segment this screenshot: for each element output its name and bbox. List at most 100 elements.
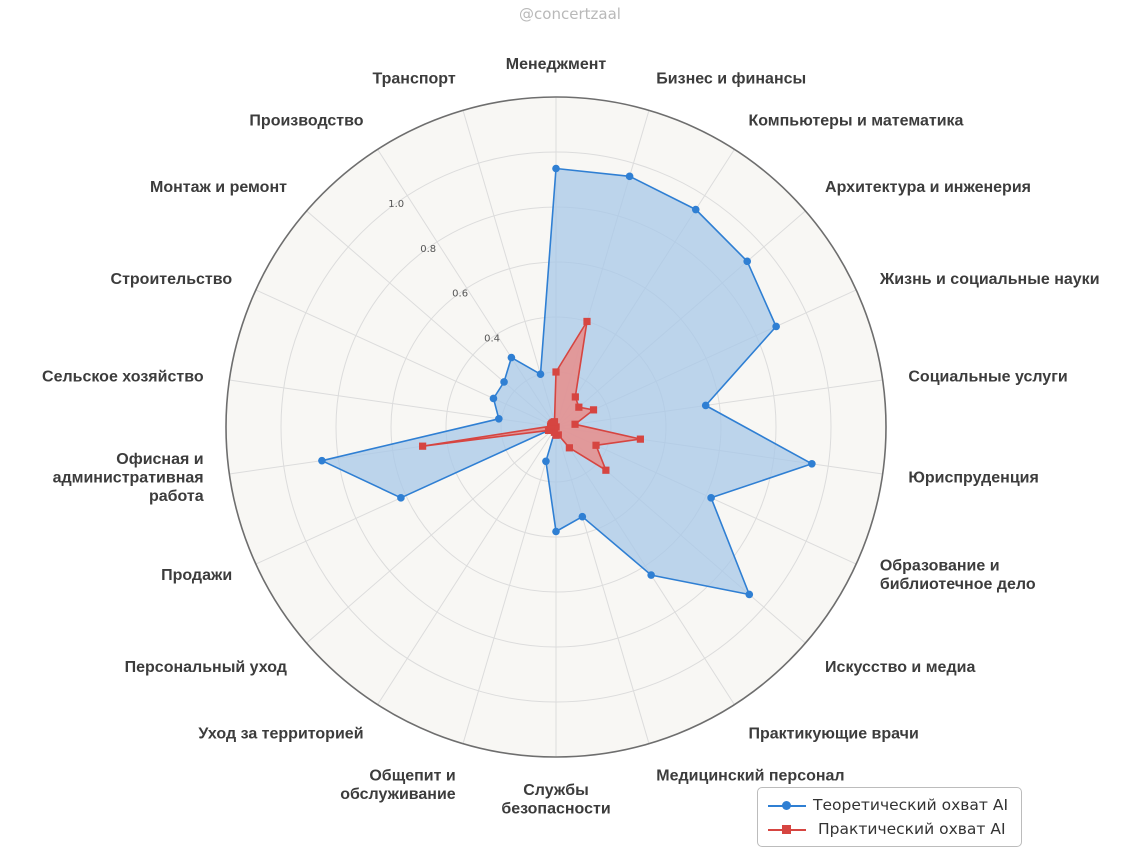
data-point	[397, 494, 405, 502]
data-point	[745, 590, 754, 599]
grid-spoke	[306, 426, 557, 644]
data-point	[550, 418, 559, 426]
category-label-line: Общепит и	[369, 768, 455, 785]
data-point	[602, 466, 610, 474]
legend-item-practical: Практический охват AI	[758, 819, 1021, 841]
grid-spoke	[377, 426, 557, 705]
category-label: Производство	[249, 113, 363, 130]
category-label-line: безопасности	[501, 801, 610, 818]
data-point	[707, 494, 715, 502]
category-label: Социальные услуги	[908, 368, 1067, 385]
category-label: Компьютеры и математика	[748, 113, 963, 130]
category-label-line: Архитектура и инженерия	[825, 179, 1031, 196]
data-point	[318, 456, 326, 465]
category-label: Медицинский персонал	[656, 768, 844, 785]
category-label-line: Персональный уход	[125, 659, 287, 676]
legend: Теоретический охват AI Практический охва…	[757, 787, 1022, 847]
category-label-line: Монтаж и ремонт	[150, 179, 287, 196]
data-point	[419, 442, 427, 450]
category-label-line: Службы	[523, 782, 589, 799]
data-point	[701, 401, 710, 410]
category-label: Искусство и медиа	[825, 659, 975, 676]
category-label: Образование и библиотечное дело	[880, 558, 1036, 594]
data-point	[575, 403, 583, 411]
category-label-line: библиотечное дело	[880, 576, 1036, 593]
data-point	[500, 378, 508, 386]
category-label-line: обслуживание	[340, 786, 456, 803]
data-point	[647, 571, 655, 579]
category-label-line: административная	[53, 470, 204, 487]
category-label-line: Транспорт	[372, 70, 455, 87]
category-label-line: Производство	[249, 113, 363, 130]
data-point	[571, 420, 579, 428]
data-point	[571, 393, 579, 401]
radial-tick-label: 1.0	[388, 199, 404, 210]
category-label-line: Сельское хозяйство	[42, 368, 204, 385]
category-label: Архитектура и инженерия	[825, 179, 1031, 196]
category-label-line: Искусство и медиа	[825, 659, 975, 676]
category-label: Уход за территорией	[198, 725, 363, 742]
category-label: Продажи	[161, 567, 232, 584]
category-label: Монтаж и ремонт	[150, 179, 287, 196]
category-label-line: Образование и	[880, 558, 1000, 575]
data-point	[636, 435, 644, 443]
radial-tick-label: 0.4	[484, 333, 500, 344]
category-label-line: Медицинский персонал	[656, 768, 844, 785]
category-label-line: Бизнес и финансы	[656, 70, 806, 87]
data-point	[772, 322, 780, 331]
data-point	[592, 441, 600, 449]
legend-item-theoretical: Теоретический охват AI	[758, 795, 1021, 817]
radial-tick-label: 0.8	[420, 244, 436, 255]
data-point	[808, 459, 816, 468]
category-label: Строительство	[111, 271, 233, 288]
data-point	[691, 205, 700, 214]
data-point	[565, 444, 573, 452]
data-point	[552, 164, 560, 173]
radial-tick-label: 0.6	[452, 289, 468, 300]
category-label-line: Практикующие врачи	[748, 725, 918, 742]
category-label: Бизнес и финансы	[656, 70, 806, 87]
data-point	[544, 426, 553, 435]
data-point	[536, 370, 545, 379]
circle-marker-icon	[782, 801, 791, 810]
category-label: Жизнь и социальные науки	[879, 271, 1100, 288]
category-label: Службы безопасности	[501, 782, 610, 818]
data-point	[552, 368, 560, 376]
data-point	[552, 423, 560, 431]
data-point	[578, 512, 587, 521]
category-label: Персональный уход	[125, 659, 287, 676]
data-point	[552, 527, 560, 536]
plot-border	[225, 96, 887, 758]
square-marker-icon	[782, 825, 791, 834]
category-label-line: Социальные услуги	[908, 368, 1067, 385]
category-label-line: работа	[149, 488, 204, 505]
data-point	[625, 172, 634, 181]
grid-spoke	[462, 426, 557, 744]
data-point	[495, 414, 503, 423]
category-label-line: Юриспруденция	[908, 470, 1038, 487]
data-point	[507, 353, 516, 362]
data-point	[542, 457, 550, 466]
data-point	[583, 317, 591, 326]
category-label: Офисная и административная работа	[53, 451, 204, 505]
category-label-line: Жизнь и социальные науки	[879, 271, 1100, 288]
category-label: Практикующие врачи	[748, 725, 918, 742]
category-label-line: Менеджмент	[506, 56, 607, 73]
category-label: Общепит и обслуживание	[340, 768, 456, 804]
category-label: Транспорт	[372, 70, 455, 87]
data-point	[489, 394, 498, 403]
legend-label-theoretical: Теоретический охват AI	[813, 796, 1009, 814]
category-label-line: Компьютеры и математика	[748, 113, 963, 130]
category-label: Сельское хозяйство	[42, 368, 204, 385]
category-label-line: Строительство	[111, 271, 233, 288]
watermark: @concertzaal	[519, 5, 621, 23]
category-label-line: Продажи	[161, 567, 232, 584]
data-point	[743, 257, 752, 266]
category-label: Юриспруденция	[908, 470, 1038, 487]
category-label-line: Уход за территорией	[198, 725, 363, 742]
data-point	[589, 406, 598, 414]
data-point	[550, 428, 559, 436]
legend-label-practical: Практический охват AI	[818, 820, 1006, 838]
category-label: Менеджмент	[506, 56, 607, 73]
